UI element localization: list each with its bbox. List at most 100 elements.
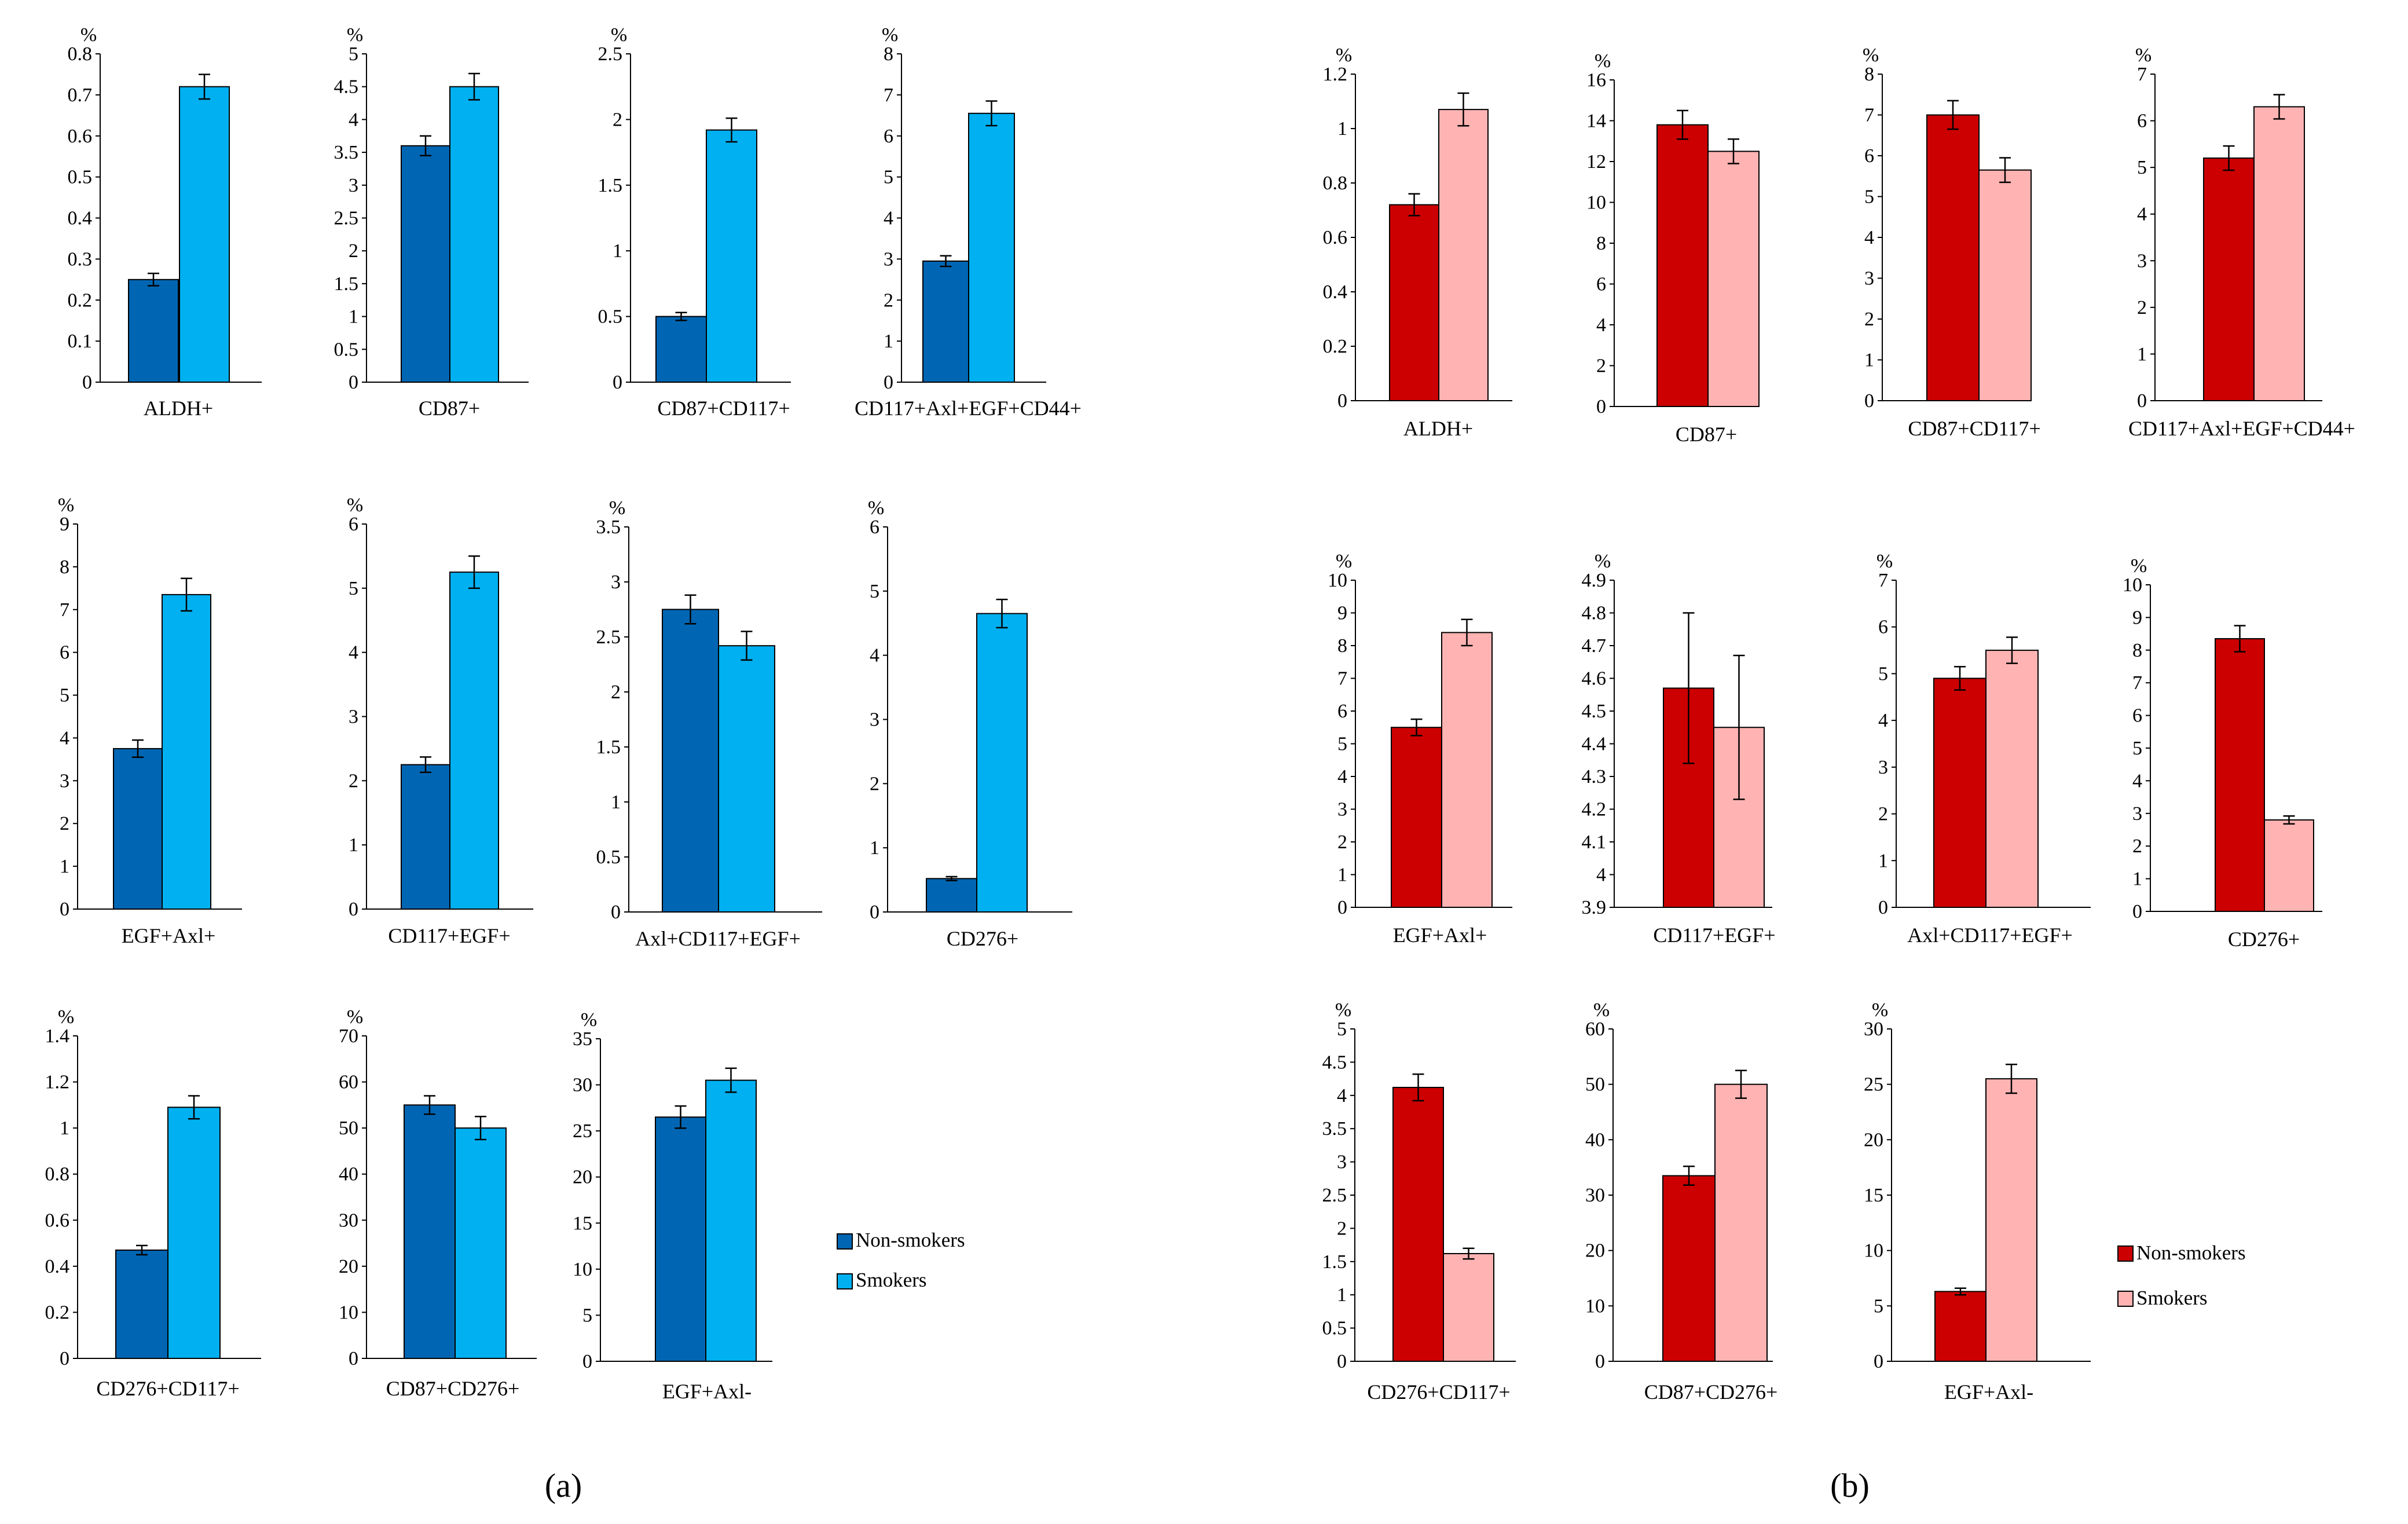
y-tick-label: 4 [870,645,879,666]
y-tick-label: 8 [1864,64,1874,85]
y-tick-label: 2 [613,109,622,130]
category-label: CD117+EGF+ [388,924,510,947]
y-tick-label: 40 [1585,1129,1605,1151]
y-tick-label: 0.8 [68,43,93,65]
y-tick-label: 4 [1864,227,1874,248]
y-tick-label: 6 [884,126,893,147]
y-tick-label: 4.2 [1582,799,1607,820]
y-tick-label: 1 [349,306,358,328]
y-unit-label: % [882,24,898,46]
y-tick-label: 5 [349,578,358,599]
bar-chart-b-12: 0 0.2 0.4 0.6 0.8 1 1.2% ALDH+ [1323,45,1512,440]
category-label: EGF+Axl- [1944,1380,2033,1404]
y-tick-label: 2 [349,240,358,262]
y-unit-label: % [1872,999,1888,1021]
y-tick-label: 10 [1328,570,1347,591]
y-tick-label: 1 [2132,869,2142,890]
category-label: Axl+CD117+EGF+ [635,927,801,950]
y-tick-label: 0.6 [45,1210,70,1231]
y-tick-label: 3 [60,770,69,792]
y-tick-label: 9 [60,514,69,535]
y-unit-label: % [80,24,97,46]
y-tick-label: 1 [349,834,358,856]
bar-nonsmokers [128,279,179,383]
y-tick-label: 2.5 [596,627,621,648]
y-tick-label: 2.5 [598,43,623,65]
category-label: Axl+CD117+EGF+ [1907,924,2073,947]
y-unit-label: % [347,24,363,46]
bar-smokers [968,112,1015,383]
y-tick-label: 3 [1878,757,1888,778]
bar-smokers [718,645,775,913]
bar-chart-b-14: 0 1 2 3 4 5 6 7 8% CD87+CD117+ [1863,45,2041,440]
y-tick-label: 1 [1337,118,1347,140]
y-tick-label: 0 [2137,390,2147,412]
y-tick-label: 4 [1596,314,1606,336]
y-tick-label: 2 [60,813,69,834]
y-tick-label: 30 [573,1075,592,1096]
y-tick-label: 3 [2132,803,2142,825]
y-tick-label: 1 [1337,864,1347,886]
y-tick-label: 9 [1337,603,1347,624]
bar-chart-a-10: 0 10 20 30 40 50 60 70% CD87+CD276+ [339,1006,537,1400]
y-tick-label: 0.8 [1323,173,1348,194]
bar-chart-b-21: 0 10 20 30 40 50 60% CD87+CD276+ [1585,999,1777,1404]
y-tick-label: 5 [1878,663,1888,684]
y-tick-label: 1 [60,1118,69,1139]
y-tick-label: 2 [884,290,893,311]
category-label: CD117+EGF+ [1653,924,1775,947]
category-label: CD276+ [947,927,1018,950]
y-tick-label: 0 [349,1348,358,1369]
y-tick-label: 8 [1596,233,1606,254]
y-tick-label: 30 [1864,1019,1883,1040]
bar-chart-a-8: 0 1 2 3 4 5 6% CD276+ [868,497,1072,950]
bar-chart-b-15: 0 1 2 3 4 5 6 7% CD117+Axl+EGF+CD44+ [2128,45,2355,440]
category-label: CD87+ [419,397,480,420]
bar-smokers [1707,151,1760,407]
y-tick-label: 0.4 [68,208,93,229]
y-tick-label: 3 [884,248,893,270]
bar-chart-a-11: 0 5 10 15 20 25 30 35% EGF+Axl- [573,1009,772,1403]
y-tick-label: 0.4 [45,1256,70,1277]
bar-chart-b-19: 0 1 2 3 4 5 6 7 8 9 10% CD276+ [2123,555,2322,951]
y-tick-label: 0.1 [68,331,93,352]
y-tick-label: 0 [611,902,621,923]
y-tick-label: 2 [2132,836,2142,857]
y-tick-label: 5 [1874,1295,1883,1317]
y-tick-label: 1.5 [1322,1251,1347,1273]
y-tick-label: 5 [582,1305,592,1326]
y-tick-label: 6 [1864,145,1874,167]
bar-chart-a-5: 0 1 2 3 4 5 6 7 8 9% EGF+Axl+ [58,494,242,947]
bar-nonsmokers [655,316,707,383]
y-tick-label: 20 [339,1256,358,1277]
bar-nonsmokers [1656,124,1709,408]
bar-smokers [2264,819,2314,912]
bar-smokers [705,1079,757,1362]
bar-nonsmokers [113,748,163,910]
y-tick-label: 5 [60,685,69,706]
y-tick-label: 3 [349,175,358,196]
bar-nonsmokers [401,145,450,383]
y-unit-label: % [1876,551,1893,572]
y-tick-label: 25 [573,1120,592,1142]
category-label: CD276+CD117+ [1367,1380,1510,1404]
bar-nonsmokers [1926,114,1980,401]
y-tick-label: 5 [884,167,893,188]
y-tick-label: 0 [60,899,69,920]
y-tick-label: 10 [339,1302,358,1323]
category-label: ALDH+ [144,397,213,420]
y-tick-label: 3 [2137,250,2147,272]
y-tick-label: 0.2 [45,1302,70,1323]
y-tick-label: 4 [1878,710,1888,731]
bar-chart-b-22: 0 5 10 15 20 25 30% EGF+Axl- [1864,999,2091,1404]
y-tick-label: 0.8 [45,1164,70,1185]
y-tick-label: 8 [1337,635,1347,657]
y-tick-label: 5 [870,581,879,602]
category-label: CD87+CD117+ [1908,417,2040,440]
y-tick-label: 3 [870,709,879,731]
bar-smokers [167,1107,221,1359]
y-tick-label: 2 [1864,309,1874,330]
y-tick-label: 10 [1585,1295,1605,1317]
y-tick-label: 4.4 [1582,734,1607,755]
bar-nonsmokers [1934,1291,1986,1362]
